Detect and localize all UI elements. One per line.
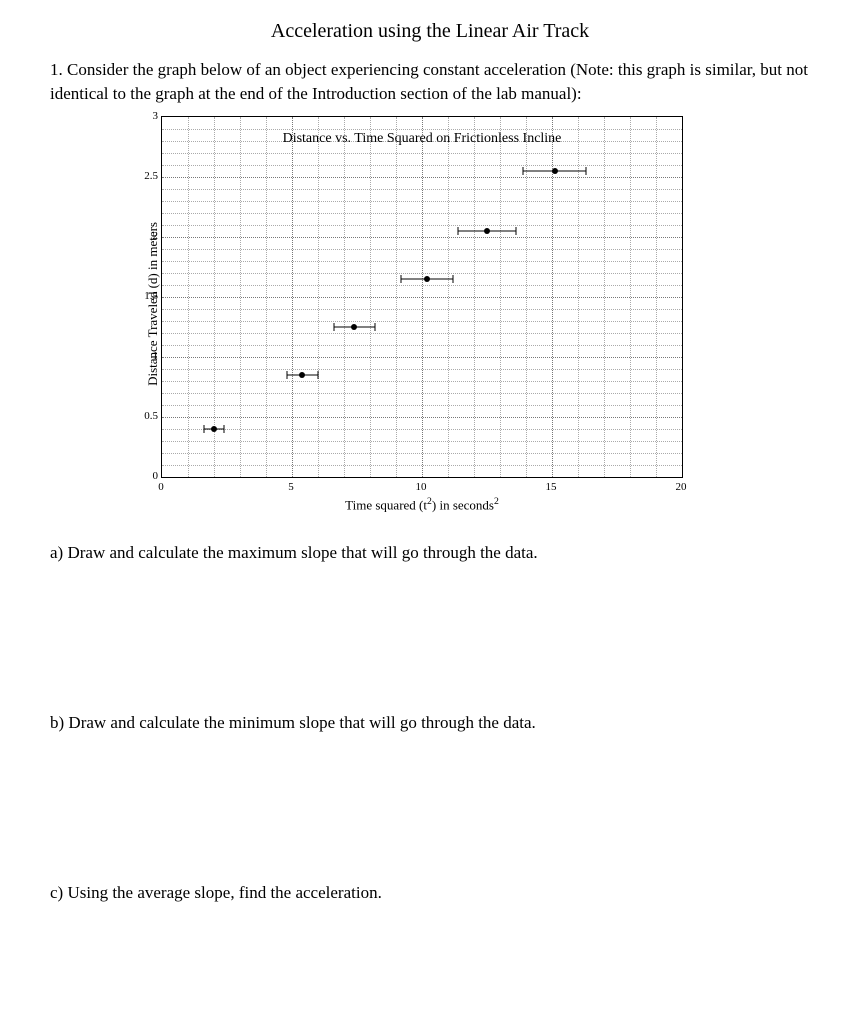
- data-point: [351, 324, 357, 330]
- x-tick-label: 15: [546, 481, 557, 493]
- data-point: [552, 168, 558, 174]
- y-tick-label: 3: [133, 110, 158, 122]
- plot-with-axes: 00.511.522.53 Distance vs. Time Squared …: [161, 116, 683, 513]
- data-point: [484, 228, 490, 234]
- problem-statement: 1. Consider the graph below of an object…: [50, 58, 810, 106]
- error-bar-cap: [585, 167, 586, 175]
- data-point: [299, 372, 305, 378]
- error-bar-cap: [224, 425, 225, 433]
- y-tick-label: 2.5: [133, 170, 158, 182]
- error-bar-cap: [453, 275, 454, 283]
- y-axis-ticks: 00.511.522.53: [133, 116, 158, 476]
- y-tick-label: 0.5: [133, 410, 158, 422]
- error-bar-cap: [401, 275, 402, 283]
- error-bar-cap: [318, 371, 319, 379]
- chart-container: Distance Traveled (d) in meters 00.511.5…: [140, 116, 720, 513]
- data-point: [211, 426, 217, 432]
- question-c: c) Using the average slope, find the acc…: [50, 883, 810, 903]
- error-bar-cap: [375, 323, 376, 331]
- x-axis-ticks: 05101520: [161, 478, 681, 494]
- page: Acceleration using the Linear Air Track …: [0, 0, 860, 963]
- error-bar-cap: [523, 167, 524, 175]
- x-tick-label: 20: [676, 481, 687, 493]
- x-tick-label: 10: [416, 481, 427, 493]
- error-bar-cap: [203, 425, 204, 433]
- error-bar-cap: [458, 227, 459, 235]
- y-tick-label: 1.5: [133, 290, 158, 302]
- y-tick-label: 0: [133, 470, 158, 482]
- x-tick-label: 5: [288, 481, 294, 493]
- question-b: b) Draw and calculate the minimum slope …: [50, 713, 810, 733]
- x-tick-label: 0: [158, 481, 164, 493]
- page-title: Acceleration using the Linear Air Track: [50, 20, 810, 43]
- y-tick-label: 1: [133, 350, 158, 362]
- x-axis-label: Time squared (t2) in seconds2: [161, 496, 683, 513]
- question-a: a) Draw and calculate the maximum slope …: [50, 543, 810, 563]
- y-tick-label: 2: [133, 230, 158, 242]
- error-bar-cap: [333, 323, 334, 331]
- data-point: [424, 276, 430, 282]
- error-bar-cap: [286, 371, 287, 379]
- error-bar-cap: [515, 227, 516, 235]
- chart-plot-area: Distance vs. Time Squared on Frictionles…: [161, 116, 683, 478]
